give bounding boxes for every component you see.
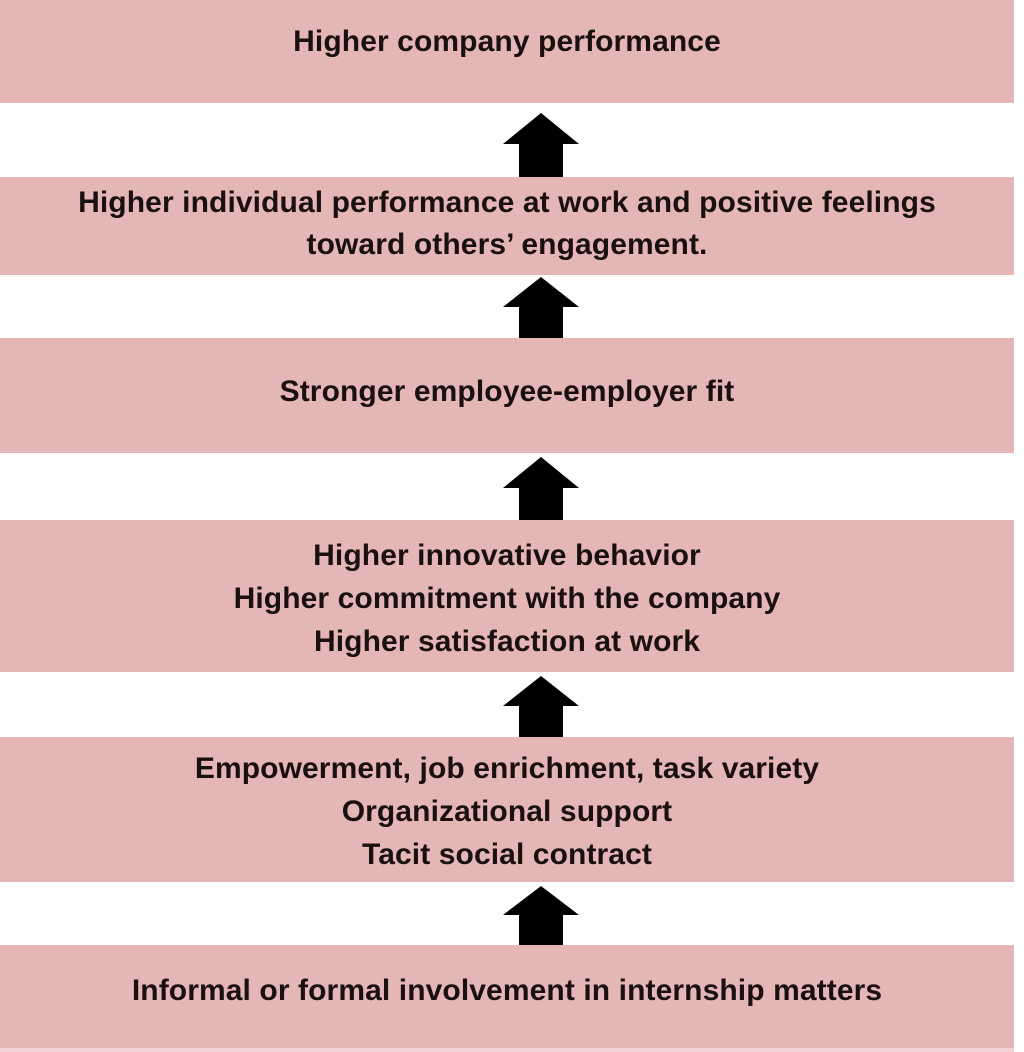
flow-level-line: Higher innovative behavior	[313, 538, 701, 572]
flow-level-text: Stronger employee-employer fit	[0, 370, 1014, 413]
flow-level-internship-involvement: Informal or formal involvement in intern…	[0, 945, 1014, 1048]
flow-level-text: Higher individual performance at work an…	[0, 182, 1014, 266]
flow-level-line: Higher satisfaction at work	[313, 624, 701, 658]
flow-level-higher-individual-performance: Higher individual performance at work an…	[0, 177, 1014, 275]
flow-level-line: Higher company performance	[293, 25, 721, 58]
up-arrow-icon	[503, 676, 579, 739]
flow-level-stronger-fit: Stronger employee-employer fit	[0, 338, 1014, 453]
flow-level-job-design-support: Empowerment, job enrichment, task variet…	[0, 737, 1014, 882]
flow-level-attitudes-behaviors: Higher innovative behavior Higher commit…	[0, 520, 1014, 672]
up-arrow-icon	[503, 457, 579, 522]
flow-level-higher-company-performance: Higher company performance	[0, 0, 1014, 103]
flow-level-line: Tacit social contract	[362, 838, 652, 871]
flow-level-text: Empowerment, job enrichment, task variet…	[0, 747, 1014, 876]
flow-level-line: Higher commitment with the company	[233, 581, 781, 615]
up-arrow-icon	[503, 113, 579, 179]
flow-level-line: Stronger employee-employer fit	[279, 375, 735, 408]
flow-level-line: Informal or formal involvement in intern…	[131, 974, 883, 1007]
bottom-edge-sliver	[0, 1048, 1014, 1052]
flow-level-text: Higher innovative behavior Higher commit…	[0, 534, 1014, 663]
flow-level-text: Informal or formal involvement in intern…	[0, 969, 1014, 1012]
flow-level-line: Empowerment, job enrichment, task variet…	[194, 752, 820, 785]
flow-level-line: toward others’ engagement.	[306, 228, 708, 261]
flow-level-line: Organizational support	[341, 795, 673, 828]
up-arrow-icon	[503, 886, 579, 947]
flow-level-line: Higher individual performance at work an…	[78, 186, 936, 219]
up-arrow-icon	[503, 277, 579, 340]
flow-level-text: Higher company performance	[0, 20, 1014, 63]
